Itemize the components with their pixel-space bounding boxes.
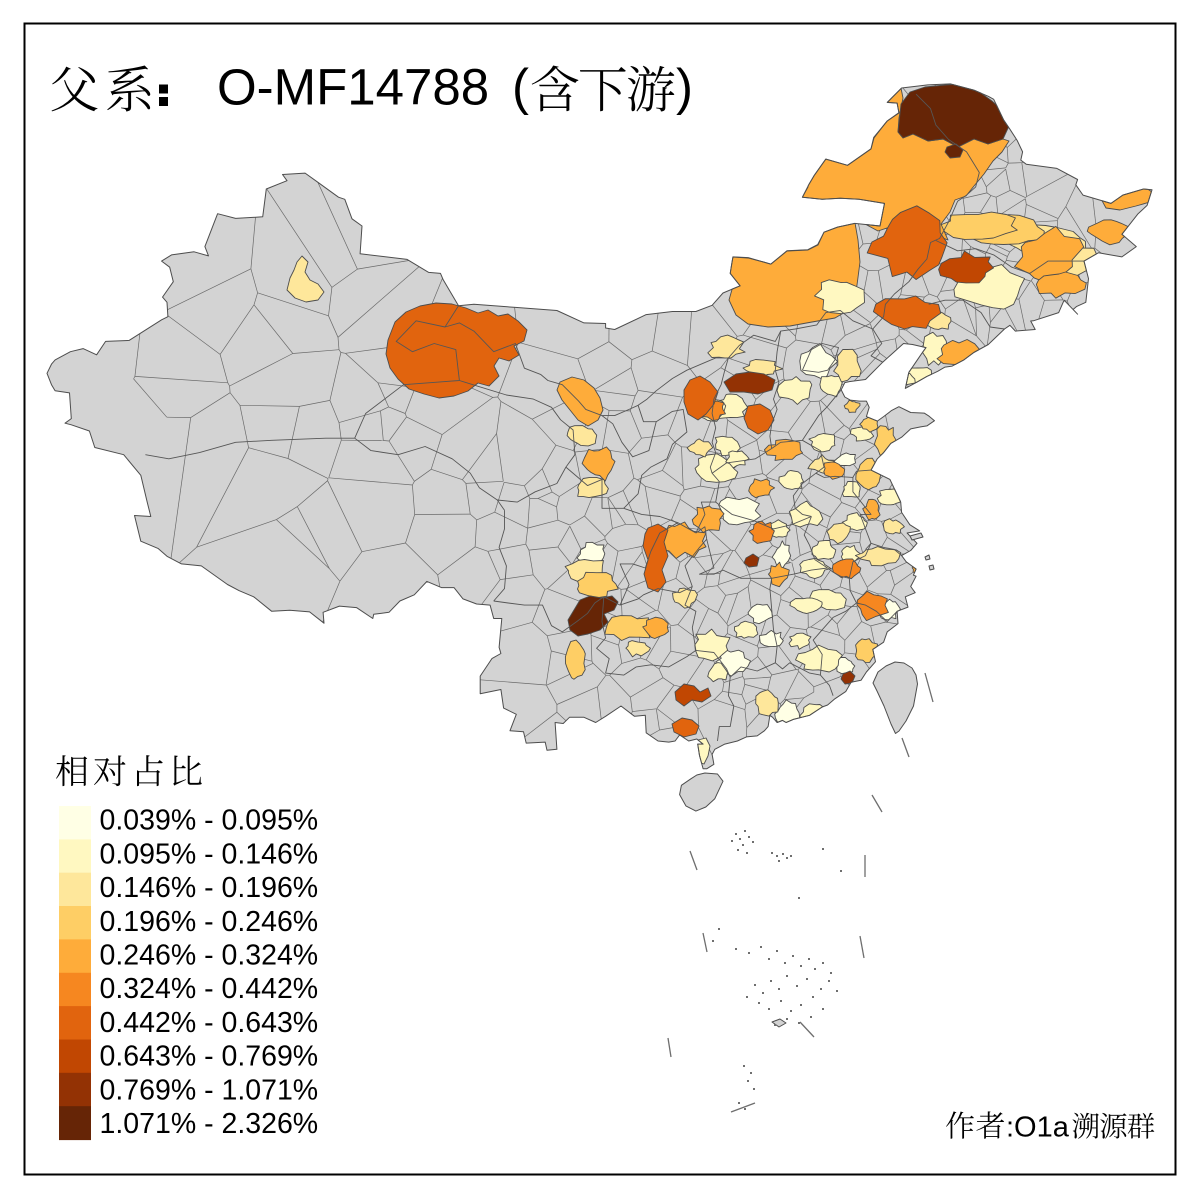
svg-text:O-MF14788: O-MF14788 — [217, 59, 489, 116]
svg-text:0.246% - 0.324%: 0.246% - 0.324% — [100, 940, 319, 972]
svg-text:1.071% - 2.326%: 1.071% - 2.326% — [100, 1108, 319, 1140]
svg-text:): ) — [676, 59, 693, 116]
svg-text:0.769% - 1.071%: 0.769% - 1.071% — [100, 1074, 319, 1106]
svg-text:0.643% - 0.769%: 0.643% - 0.769% — [100, 1041, 319, 1073]
svg-text:0.146% - 0.196%: 0.146% - 0.196% — [100, 872, 319, 904]
svg-text:0.324% - 0.442%: 0.324% - 0.442% — [100, 973, 319, 1005]
svg-text:0.039% - 0.095%: 0.039% - 0.095% — [100, 805, 319, 837]
svg-text:(: ( — [512, 59, 529, 116]
svg-text:0.196% - 0.246%: 0.196% - 0.246% — [100, 906, 319, 938]
svg-text::O1a: :O1a — [1006, 1112, 1070, 1144]
svg-text:0.095% - 0.146%: 0.095% - 0.146% — [100, 838, 319, 870]
svg-text:0.442% - 0.643%: 0.442% - 0.643% — [100, 1007, 319, 1039]
